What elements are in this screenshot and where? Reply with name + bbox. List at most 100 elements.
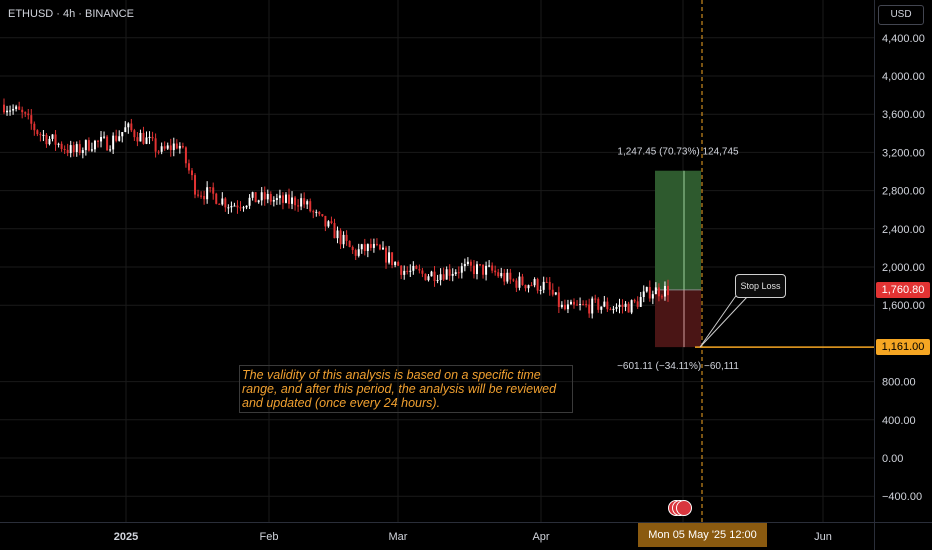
callout-pointer (699, 289, 741, 348)
candle-body (66, 149, 69, 154)
candle-body (609, 309, 612, 311)
candle-body (430, 271, 433, 277)
candle-body (436, 280, 439, 282)
candle-body (385, 247, 388, 263)
candle-body (33, 123, 36, 131)
candle-body (421, 270, 424, 274)
candle-body (409, 270, 412, 272)
candle-body (351, 246, 354, 251)
analysis-note[interactable]: The validity of this analysis is based o… (239, 365, 573, 413)
candle-body (269, 194, 272, 202)
candle-body (333, 223, 336, 239)
candle-body (378, 244, 381, 250)
candle-body (127, 123, 130, 128)
candle-body (363, 244, 366, 252)
candle-body (527, 285, 530, 289)
candle-body (360, 244, 363, 250)
candle-body (518, 276, 521, 288)
candle-body (60, 143, 63, 149)
candle-body (106, 136, 109, 151)
candle-body (200, 195, 203, 197)
candle-body (375, 243, 378, 245)
candle-body (348, 240, 351, 247)
candle-body (439, 274, 442, 281)
event-markers[interactable] (668, 500, 694, 518)
candle-body (178, 145, 181, 149)
candle-body (454, 272, 457, 274)
candle-body (318, 211, 321, 215)
candle-body (630, 300, 633, 313)
time-axis-label: Jun (814, 531, 832, 543)
price-scale-label: 4,400.00 (882, 33, 925, 45)
candle-body (633, 300, 636, 302)
candle-body (12, 108, 15, 111)
loss-zone (655, 289, 701, 348)
candle-body (457, 272, 460, 274)
candle-body (600, 306, 603, 310)
candle-body (354, 250, 357, 256)
stop-loss-callout[interactable]: Stop Loss (735, 274, 786, 298)
candle-body (184, 147, 187, 164)
profit-label: 1,247.45 (70.73%) 124,745 (617, 147, 739, 158)
candle-body (491, 265, 494, 271)
candle-body (51, 134, 54, 139)
candle-body (142, 132, 145, 144)
current-price-tag: 1,760.80 (876, 281, 930, 298)
candle-body (27, 113, 30, 116)
candle-body (209, 187, 212, 189)
candle-body (427, 276, 430, 281)
candle-body (248, 197, 251, 206)
candle-body (397, 262, 400, 266)
candle-body (257, 200, 260, 203)
candle-body (84, 140, 87, 151)
candle-body (272, 200, 275, 202)
time-axis-border (0, 522, 932, 523)
candle-body (109, 149, 112, 151)
candle-body (648, 287, 651, 299)
candle-body (6, 110, 9, 113)
candle-body (573, 301, 576, 305)
price-scale-label: 3,600.00 (882, 109, 925, 121)
candle-body (169, 145, 172, 151)
candle-body (315, 211, 318, 213)
candle-body (509, 272, 512, 280)
candle-body (606, 301, 609, 310)
candle-body (621, 304, 624, 307)
candle-body (81, 150, 84, 153)
candle-body (309, 201, 312, 212)
price-scale-border (874, 0, 875, 550)
price-scale-label: 800.00 (882, 377, 916, 389)
symbol-legend[interactable]: ETHUSD · 4h · BINANCE (8, 8, 134, 20)
candle-body (18, 106, 21, 110)
candle-body (227, 207, 230, 209)
candle-body (90, 149, 93, 151)
candle-body (212, 187, 215, 194)
candle-body (75, 144, 78, 153)
candle-body (218, 203, 221, 205)
candle-body (524, 284, 527, 289)
candle-body (36, 130, 39, 135)
candle-body (115, 135, 118, 141)
price-scale-ticks: 4,400.00 4,000.00 3,600.00 3,200.00 2,800.00… (882, 33, 925, 503)
candle-body (500, 273, 503, 277)
candle-body (206, 187, 209, 200)
candle-body (569, 301, 572, 305)
candle-body (394, 262, 397, 266)
candle-body (557, 292, 560, 308)
candle-body (154, 138, 157, 152)
candle-body (45, 134, 48, 145)
candle-body (175, 143, 178, 149)
currency-button[interactable]: USD (878, 5, 924, 25)
candle-body (42, 134, 45, 136)
candle-body (488, 265, 491, 267)
candle-body (494, 270, 497, 273)
candle-body (327, 221, 330, 227)
candle-body (497, 272, 500, 277)
candle-body (357, 249, 360, 256)
candle-body (15, 106, 18, 109)
candle-body (239, 207, 242, 209)
time-axis-label: Mar (389, 531, 408, 543)
event-marker-icon[interactable] (676, 500, 692, 516)
candle-body (403, 270, 406, 275)
